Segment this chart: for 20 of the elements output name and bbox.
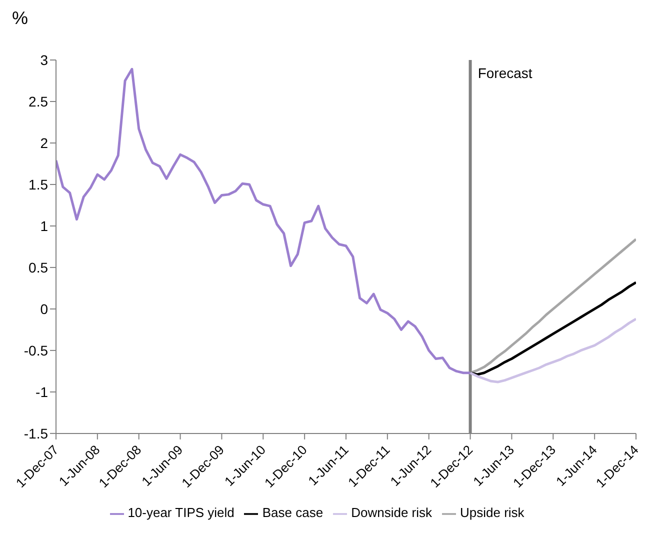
- y-tick-label: -1: [36, 384, 48, 400]
- y-tick-label: -1.5: [24, 425, 48, 442]
- y-tick-label: 0.5: [28, 259, 48, 276]
- y-tick-label: 2.5: [28, 93, 48, 110]
- y-tick-label: 2: [40, 134, 48, 151]
- legend-label: Upside risk: [460, 505, 524, 520]
- y-tick-label: -0.5: [24, 342, 48, 358]
- legend-label: Downside risk: [351, 505, 432, 520]
- legend-label: 10-year TIPS yield: [128, 505, 234, 520]
- line-series: [469, 238, 636, 374]
- y-tick-label: 3: [40, 52, 48, 68]
- line-series: [56, 68, 472, 374]
- line-series: [469, 281, 636, 376]
- ref-line-label: Forecast: [478, 64, 532, 81]
- y-tick-label: 1: [40, 218, 48, 234]
- y-tick-label: 1.5: [28, 176, 48, 192]
- line-series: [469, 318, 636, 384]
- y-axis-title: %: [12, 8, 28, 29]
- legend-label: Base case: [262, 505, 324, 520]
- y-tick-label: 0: [40, 300, 48, 317]
